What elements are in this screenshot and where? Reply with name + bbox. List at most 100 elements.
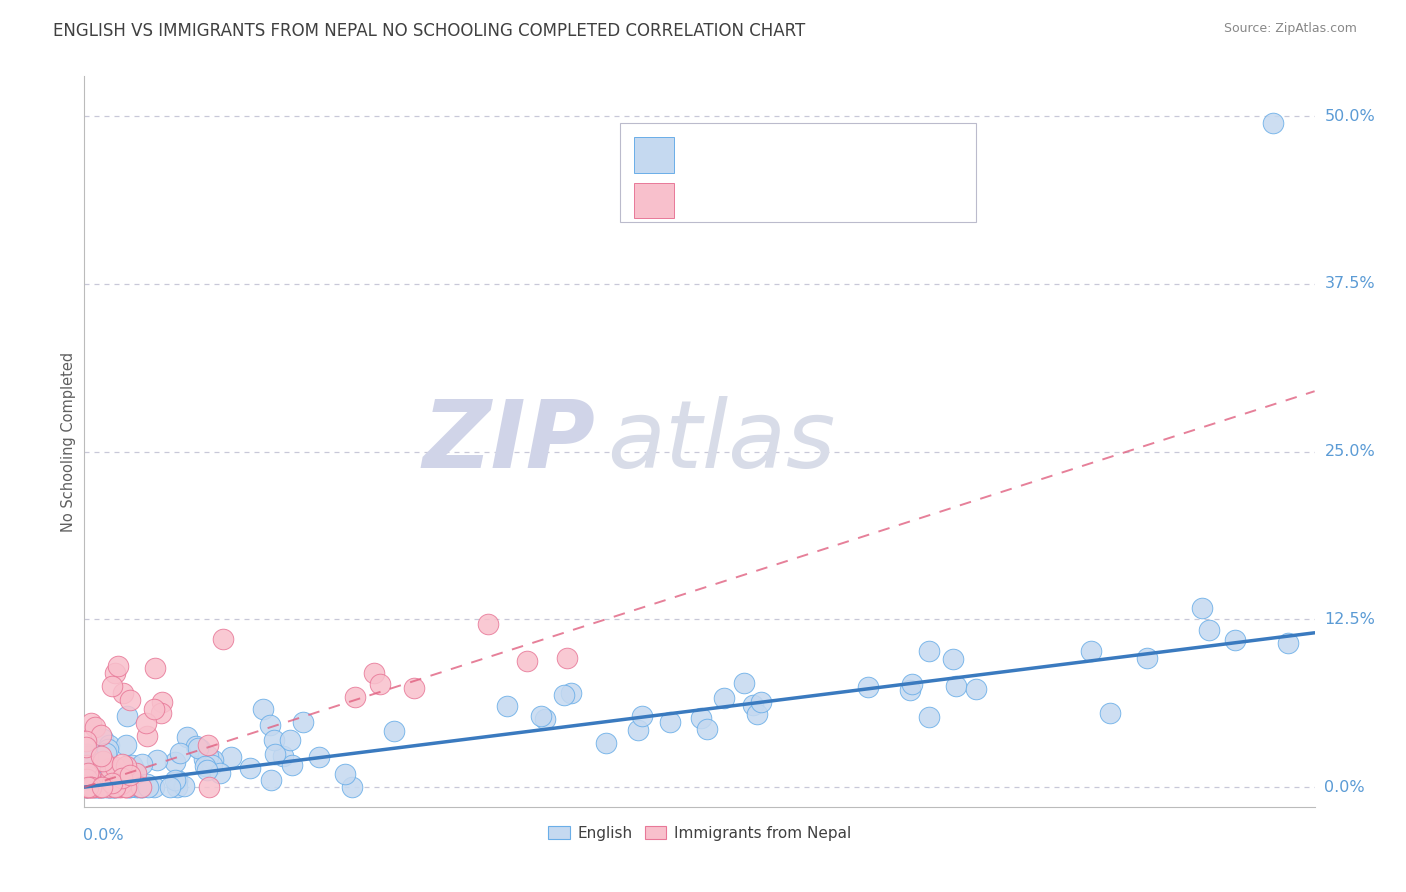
Text: 0.482: 0.482 (735, 146, 787, 164)
Point (83, 756, 105, 771)
Point (79, 767, 101, 781)
Point (202, 753, 225, 767)
Point (91, 731, 114, 746)
Point (115, 709, 138, 723)
Point (114, 780, 136, 794)
Point (166, 773, 188, 788)
Point (749, 695, 772, 709)
Point (211, 632, 233, 647)
Point (553, 688, 575, 702)
Point (136, 780, 159, 794)
Point (90, 748, 112, 763)
Point (631, 709, 654, 723)
Point (142, 702, 165, 716)
Point (89, 780, 111, 794)
Point (76, 757, 98, 772)
Point (98, 780, 121, 794)
Point (108, 768, 131, 782)
Text: ENGLISH VS IMMIGRANTS FROM NEPAL NO SCHOOLING COMPLETED CORRELATION CHART: ENGLISH VS IMMIGRANTS FROM NEPAL NO SCHO… (53, 22, 806, 40)
Point (89, 780, 111, 794)
Point (104, 780, 127, 794)
Point (79, 780, 101, 794)
Point (555, 651, 578, 665)
Point (77, 780, 100, 794)
Point (143, 661, 166, 675)
Point (166, 773, 188, 788)
Point (239, 761, 262, 775)
Point (104, 666, 127, 681)
Point (281, 758, 304, 772)
Point (595, 736, 617, 750)
Text: Source: ZipAtlas.com: Source: ZipAtlas.com (1223, 22, 1357, 36)
Point (86, 780, 108, 794)
Point (122, 760, 145, 774)
Point (101, 780, 124, 794)
Point (94, 774, 117, 789)
Point (79, 716, 101, 731)
Y-axis label: No Schooling Completed: No Schooling Completed (60, 351, 76, 532)
Point (129, 780, 152, 794)
Point (187, 740, 209, 755)
Text: R =: R = (690, 192, 725, 210)
Point (858, 680, 880, 694)
Point (103, 780, 125, 794)
Point (91, 780, 114, 794)
Text: 25.0%: 25.0% (1324, 444, 1375, 459)
Point (110, 776, 132, 790)
Point (264, 747, 287, 761)
Point (91, 780, 114, 794)
Point (107, 659, 129, 673)
Point (80, 780, 103, 794)
Point (82, 780, 104, 794)
Text: atlas: atlas (607, 396, 835, 487)
Point (114, 780, 136, 794)
Point (75, 780, 97, 794)
Point (197, 780, 219, 794)
Point (114, 738, 136, 752)
Point (342, 780, 364, 794)
Point (733, 676, 755, 690)
Point (98, 772, 121, 786)
Point (80, 756, 103, 770)
Point (150, 706, 173, 721)
Point (131, 756, 153, 771)
Point (159, 780, 181, 794)
Point (1225, 633, 1247, 648)
Point (96, 757, 118, 772)
Text: N =: N = (810, 192, 846, 210)
Point (713, 691, 735, 706)
Point (945, 679, 967, 693)
Point (83, 780, 105, 794)
Point (75, 740, 97, 755)
Point (197, 738, 219, 752)
Point (91, 780, 114, 794)
Point (136, 776, 159, 790)
Point (477, 616, 499, 631)
Point (101, 780, 124, 794)
Point (173, 779, 195, 793)
Point (101, 776, 124, 790)
Point (79, 780, 101, 794)
Point (291, 714, 314, 729)
Point (100, 780, 122, 794)
Point (496, 699, 519, 714)
Point (131, 780, 153, 794)
Point (111, 686, 134, 700)
Point (344, 690, 367, 705)
Point (696, 722, 718, 736)
Point (1080, 644, 1102, 658)
Point (121, 757, 143, 772)
Point (101, 680, 124, 694)
Point (176, 731, 198, 745)
Point (901, 676, 924, 690)
Point (900, 682, 922, 697)
Point (117, 780, 139, 794)
Point (118, 768, 141, 782)
Point (110, 780, 132, 794)
Point (115, 759, 138, 773)
Point (195, 763, 218, 777)
Text: 69: 69 (856, 192, 879, 210)
Point (108, 768, 131, 782)
Text: 0.413: 0.413 (735, 192, 787, 210)
Point (263, 733, 285, 747)
